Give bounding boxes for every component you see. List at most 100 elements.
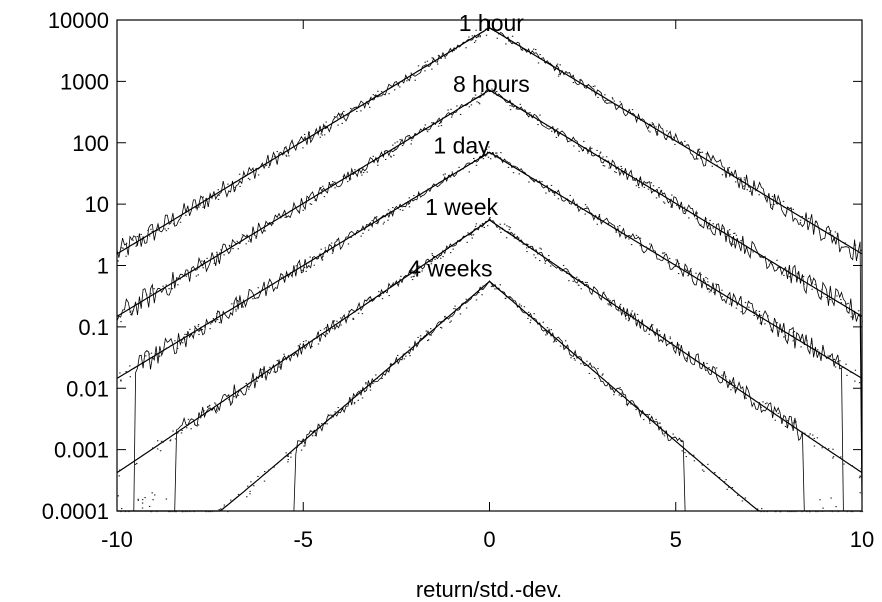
data-point	[638, 187, 640, 189]
data-point	[735, 234, 738, 236]
data-point	[339, 317, 342, 319]
data-point	[535, 49, 537, 51]
data-point	[175, 511, 177, 513]
data-point	[308, 262, 310, 264]
data-point	[836, 295, 838, 297]
data-point	[238, 389, 240, 391]
data-point	[606, 99, 609, 101]
data-point	[440, 125, 443, 127]
data-point	[202, 267, 204, 269]
data-point	[204, 326, 206, 328]
data-point	[660, 131, 662, 133]
data-point	[489, 217, 491, 219]
data-point	[332, 181, 334, 183]
data-point	[666, 130, 668, 132]
data-point	[685, 456, 687, 458]
data-line	[116, 88, 863, 512]
data-point	[477, 36, 480, 38]
data-point	[217, 260, 220, 262]
data-point	[760, 256, 762, 258]
data-point	[185, 273, 187, 275]
data-point	[630, 244, 633, 246]
data-point	[406, 80, 408, 82]
data-point	[591, 215, 594, 217]
data-point	[172, 223, 175, 225]
data-point	[296, 446, 298, 448]
data-point	[648, 333, 650, 335]
data-point	[603, 291, 605, 293]
data-point	[513, 237, 516, 239]
data-point	[191, 207, 193, 209]
data-point	[788, 276, 791, 278]
data-point	[696, 158, 698, 160]
data-point	[442, 320, 444, 322]
data-point	[669, 136, 671, 138]
data-point	[503, 223, 506, 225]
data-point	[180, 432, 183, 434]
data-point	[578, 284, 580, 286]
data-point	[299, 343, 301, 345]
data-point	[390, 155, 392, 157]
data-point	[783, 274, 785, 276]
data-point	[708, 155, 710, 157]
data-point	[139, 303, 141, 305]
data-point	[671, 344, 674, 346]
data-point	[649, 243, 651, 245]
data-point	[478, 103, 481, 105]
data-point	[703, 470, 705, 472]
data-point	[674, 143, 676, 145]
data-point	[318, 423, 320, 425]
data-point	[764, 406, 766, 408]
data-point	[607, 222, 610, 224]
data-point	[597, 368, 599, 370]
data-point	[485, 148, 488, 150]
data-point	[225, 187, 228, 189]
data-point	[162, 441, 164, 443]
data-point	[369, 224, 371, 226]
data-point	[125, 310, 128, 312]
data-point	[478, 292, 480, 294]
data-point	[381, 377, 383, 379]
data-point	[399, 209, 401, 211]
data-point	[670, 198, 672, 200]
data-point	[247, 177, 250, 179]
data-point	[509, 227, 512, 229]
data-point	[458, 307, 461, 309]
data-point	[617, 226, 619, 228]
data-point	[834, 361, 836, 363]
data-point	[789, 511, 791, 513]
data-point	[607, 298, 610, 300]
data-point	[207, 205, 209, 207]
data-point	[311, 433, 313, 435]
data-point	[353, 403, 356, 405]
data-point	[658, 422, 660, 424]
data-point	[652, 324, 654, 326]
data-point	[223, 313, 225, 315]
data-point	[320, 248, 322, 250]
data-point	[813, 437, 815, 439]
data-point	[439, 122, 442, 124]
data-point	[216, 319, 219, 321]
data-point	[388, 295, 390, 297]
data-point	[492, 152, 494, 154]
data-point	[495, 152, 497, 154]
data-point	[199, 204, 201, 206]
data-point	[218, 322, 221, 324]
data-point	[431, 57, 433, 59]
data-point	[627, 320, 630, 322]
data-point	[854, 369, 857, 371]
x-tick-label: 5	[670, 527, 682, 552]
data-point	[264, 376, 266, 378]
data-point	[643, 186, 646, 188]
data-point	[339, 113, 341, 115]
data-point	[839, 368, 841, 370]
data-point	[440, 322, 442, 324]
data-point	[467, 232, 469, 234]
data-point	[506, 225, 508, 227]
data-point	[201, 260, 203, 262]
data-point	[728, 303, 731, 305]
data-point	[851, 312, 853, 314]
data-point	[276, 151, 278, 153]
data-point	[216, 254, 219, 256]
data-point	[240, 177, 242, 179]
